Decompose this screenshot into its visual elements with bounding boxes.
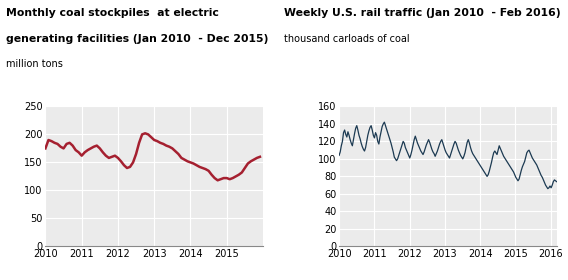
Text: million tons: million tons xyxy=(6,59,62,69)
Text: thousand carloads of coal: thousand carloads of coal xyxy=(284,34,410,44)
Text: Weekly U.S. rail traffic (Jan 2010  - Feb 2016): Weekly U.S. rail traffic (Jan 2010 - Feb… xyxy=(284,8,561,18)
Text: Monthly coal stockpiles  at electric: Monthly coal stockpiles at electric xyxy=(6,8,219,18)
Text: generating facilities (Jan 2010  - Dec 2015): generating facilities (Jan 2010 - Dec 20… xyxy=(6,34,268,44)
